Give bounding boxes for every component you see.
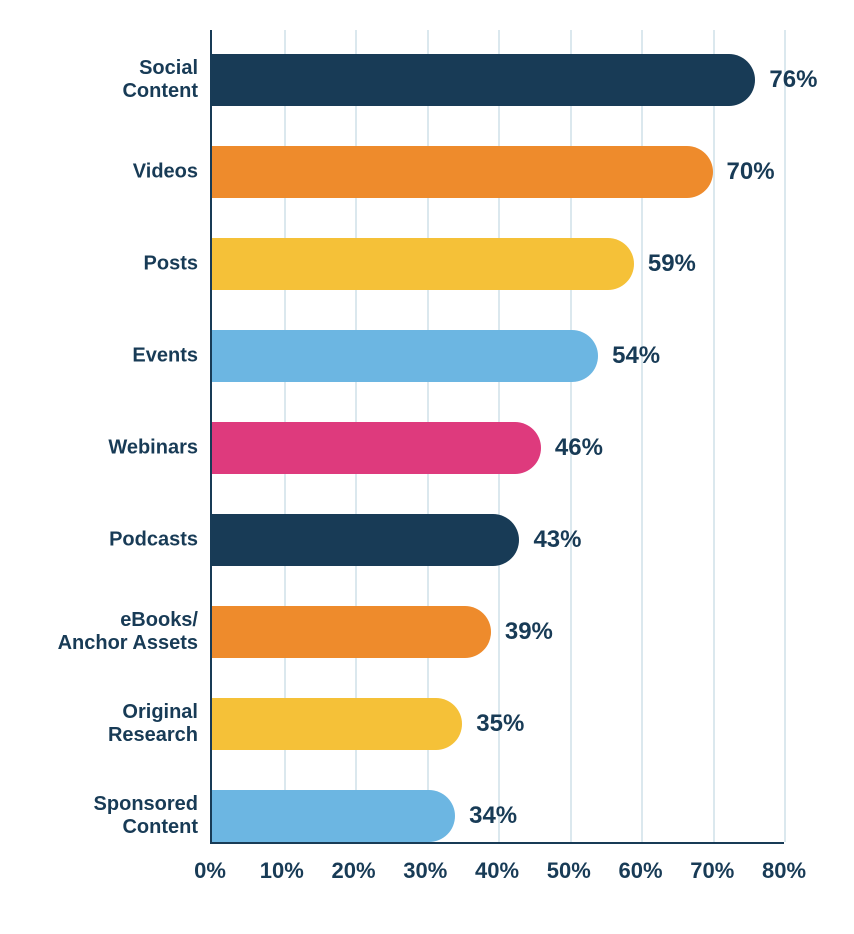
category-label: Podcasts	[42, 529, 212, 552]
bar	[212, 238, 634, 290]
bar	[212, 422, 541, 474]
bar-row: Videos70%	[212, 146, 784, 198]
bar	[212, 790, 455, 842]
bar-row: Webinars46%	[212, 422, 784, 474]
category-label: SponsoredContent	[42, 793, 212, 839]
bar	[212, 54, 755, 106]
x-tick-label: 20%	[331, 858, 375, 884]
bar-value-label: 54%	[612, 342, 660, 370]
bar	[212, 146, 713, 198]
bar-row: SponsoredContent34%	[212, 790, 784, 842]
x-tick-label: 40%	[475, 858, 519, 884]
bar-value-label: 43%	[533, 526, 581, 554]
bar-value-label: 35%	[476, 710, 524, 738]
category-label: Posts	[42, 253, 212, 276]
x-tick-label: 50%	[547, 858, 591, 884]
x-tick-label: 30%	[403, 858, 447, 884]
bar-value-label: 34%	[469, 802, 517, 830]
x-tick-label: 80%	[762, 858, 806, 884]
bars-layer: SocialContent76% Videos70% Posts59% Events5…	[212, 30, 784, 842]
horizontal-bar-chart: SocialContent76%Videos70%Posts59%Events5…	[30, 20, 824, 904]
bar-row: OriginalResearch35%	[212, 698, 784, 750]
category-label: SocialContent	[42, 57, 212, 103]
x-tick-label: 70%	[690, 858, 734, 884]
bar-value-label: 39%	[505, 618, 553, 646]
bar	[212, 514, 519, 566]
bar	[212, 698, 462, 750]
x-tick-label: 60%	[618, 858, 662, 884]
chart-container: SocialContent76%Videos70%Posts59%Events5…	[0, 0, 854, 934]
bar-value-label: 59%	[648, 250, 696, 278]
category-label: OriginalResearch	[42, 701, 212, 747]
bar-row: Podcasts43%	[212, 514, 784, 566]
bar-value-label: 70%	[727, 158, 775, 186]
x-axis: 0%10%20%30%40%50%60%70%80%	[210, 844, 784, 904]
bar-value-label: 76%	[769, 66, 817, 94]
x-tick-label: 0%	[194, 858, 226, 884]
bar-row: Posts59%	[212, 238, 784, 290]
bar-row: Events54%	[212, 330, 784, 382]
category-label: Webinars	[42, 437, 212, 460]
plot-area: SocialContent76% Videos70% Posts59% Events5…	[210, 30, 784, 844]
bar-value-label: 46%	[555, 434, 603, 462]
category-label: Videos	[42, 161, 212, 184]
x-tick-label: 10%	[260, 858, 304, 884]
bar-row: SocialContent76%	[212, 54, 784, 106]
category-label: eBooks/Anchor Assets	[42, 609, 212, 655]
bar	[212, 606, 491, 658]
bar-row: eBooks/Anchor Assets39%	[212, 606, 784, 658]
gridline	[784, 30, 786, 842]
category-label: Events	[42, 345, 212, 368]
bar	[212, 330, 598, 382]
